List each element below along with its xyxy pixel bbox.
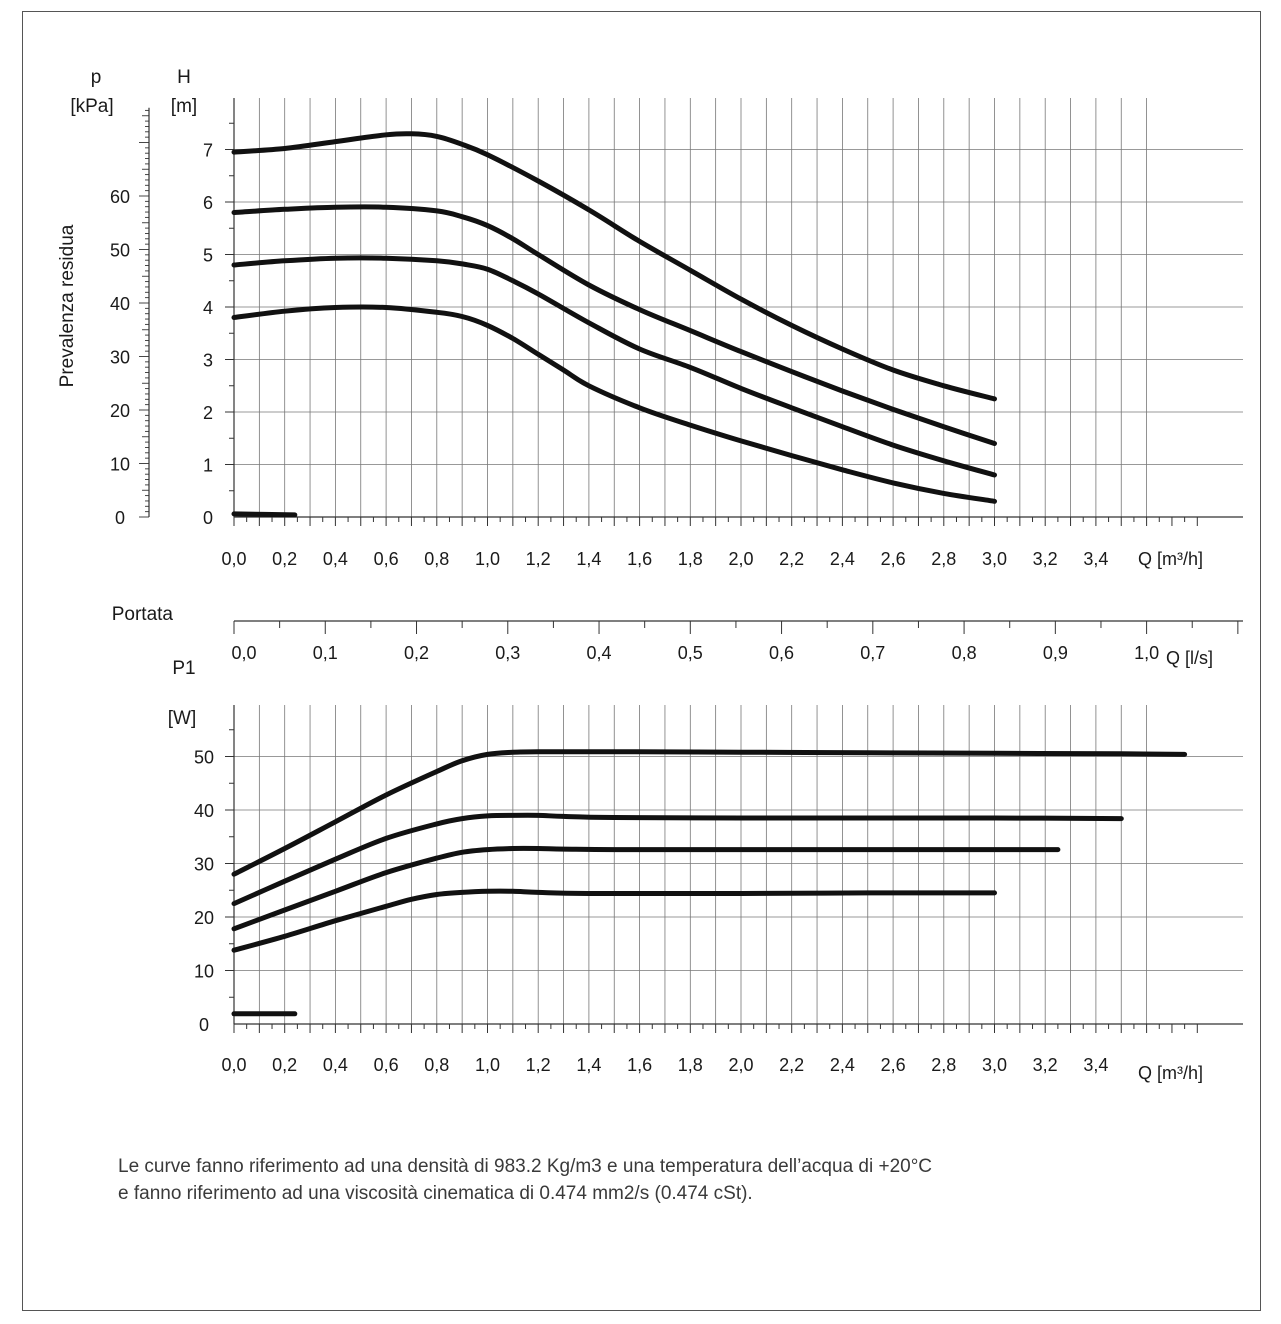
y-tick-label-w: 10	[194, 962, 214, 982]
x-tick-label: 2,4	[830, 1055, 855, 1075]
y-tick-label-kpa: 10	[110, 455, 130, 475]
flow-ls-axis: 0,0 0,1 0,2 0,3 0,4 0,5 0,6 0,7 0,8 0,9 1,0 Portata…	[112, 604, 1243, 668]
y-tick-label-m: 2	[203, 403, 213, 423]
flow-ls-tick-label: 0,2	[404, 643, 429, 663]
x-tick-label: 1,0	[475, 549, 500, 569]
y-tick-label-kpa: 40	[110, 294, 130, 314]
flow-ls-tick-label: 0,5	[678, 643, 703, 663]
x-axis-label: Q [m³/h]	[1138, 1063, 1203, 1083]
y-tick-label-m: 1	[203, 456, 213, 476]
x-tick-label: 2,0	[728, 1055, 753, 1075]
head-chart: 0,0 0,2 0,4 0,6 0,8 1,0 1,2 1,4 1,6 1,8 2,0 2,2 2,4 2…	[57, 67, 1243, 569]
y-tick-label-w: 20	[194, 908, 214, 928]
flow-ls-tick-label: 0,4	[587, 643, 612, 663]
x-tick-label: 1,6	[627, 1055, 652, 1075]
x-tick-label: 3,0	[982, 1055, 1007, 1075]
y-tick-label-w: 0	[199, 1015, 209, 1035]
flow-axis-title: Portata	[112, 604, 174, 625]
y-axis-unit-kpa: [kPa]	[70, 96, 113, 117]
x-tick-label: 1,2	[526, 549, 551, 569]
y-tick-label-m: 0	[203, 508, 213, 528]
x-tick-label: 1,6	[627, 549, 652, 569]
x-tick-label: 3,4	[1083, 1055, 1108, 1075]
x-tick-label: 0,4	[323, 1055, 348, 1075]
y-axis-unit-w: [W]	[168, 708, 197, 729]
head-curve-2	[231, 204, 997, 446]
y-tick-label-m: 4	[203, 298, 213, 318]
y-tick-label-kpa: 60	[110, 187, 130, 207]
y-tick-label-m: 3	[203, 351, 213, 371]
x-tick-label: 1,8	[678, 1055, 703, 1075]
head-curve-1	[231, 131, 997, 402]
flow-ls-tick-label: 0,6	[769, 643, 794, 663]
x-tick-label: 2,6	[881, 549, 906, 569]
flow-ls-axis-label: Q [l/s]	[1166, 648, 1213, 668]
x-tick-label: 0,6	[374, 1055, 399, 1075]
head-curve-3	[231, 255, 997, 478]
power-curve-1	[231, 749, 1188, 877]
x-tick-label: 0,8	[424, 549, 449, 569]
x-tick-label: 3,0	[982, 549, 1007, 569]
y-tick-label-w: 40	[194, 801, 214, 821]
x-tick-label: 3,2	[1033, 1055, 1058, 1075]
y-axis-unit-m: [m]	[171, 96, 197, 117]
x-tick-label: 2,8	[931, 549, 956, 569]
x-tick-label: 0,6	[374, 549, 399, 569]
x-tick-label: 1,4	[576, 549, 601, 569]
x-tick-label: 1,4	[576, 1055, 601, 1075]
x-tick-label: 2,0	[728, 549, 753, 569]
x-tick-label: 0,2	[272, 1055, 297, 1075]
y-tick-label-kpa: 20	[110, 401, 130, 421]
power-curve-2	[231, 812, 1124, 907]
y-tick-label-kpa: 30	[110, 348, 130, 368]
x-tick-label: 1,8	[678, 549, 703, 569]
head-curve-4	[231, 304, 997, 504]
x-tick-label: 2,2	[779, 1055, 804, 1075]
power-curve-3	[231, 845, 1061, 932]
y-tick-label-m: 7	[203, 141, 213, 161]
y-axis-title: Prevalenza residua	[57, 224, 78, 387]
x-tick-label: 2,8	[931, 1055, 956, 1075]
flow-ls-tick-label: 0,0	[231, 643, 256, 663]
flow-ls-tick-label: 0,1	[313, 643, 338, 663]
x-tick-label: 2,6	[881, 1055, 906, 1075]
footnote-line-2: e fanno riferimento ad una viscosità cin…	[118, 1183, 753, 1204]
y-tick-label-m: 6	[203, 193, 213, 213]
flow-ls-tick-label: 1,0	[1134, 643, 1159, 663]
power-curve-4	[231, 888, 997, 953]
x-tick-label: 3,2	[1033, 549, 1058, 569]
x-axis-label: Q [m³/h]	[1138, 549, 1203, 569]
power-chart: 0,0 0,2 0,4 0,6 0,8 1,0 1,2 1,4 1,6 1,8 2,0 2,2 2,4 2…	[168, 658, 1243, 1083]
x-tick-label: 0,8	[424, 1055, 449, 1075]
footnote-line-1: Le curve fanno riferimento ad una densit…	[118, 1156, 933, 1177]
flow-ls-tick-label: 0,8	[952, 643, 977, 663]
y-axis-symbol-h: H	[177, 67, 191, 88]
x-tick-label: 3,4	[1083, 549, 1108, 569]
head-curve-5	[231, 511, 298, 518]
x-tick-label: 0,2	[272, 549, 297, 569]
flow-ls-tick-label: 0,3	[495, 643, 520, 663]
y-tick-label-w: 30	[194, 855, 214, 875]
flow-ls-tick-label: 0,7	[860, 643, 885, 663]
y-axis-symbol-p: p	[91, 67, 102, 88]
y-tick-label-kpa: 50	[110, 241, 130, 261]
x-tick-label: 1,2	[526, 1055, 551, 1075]
flow-ls-tick-label: 0,9	[1043, 643, 1068, 663]
x-tick-label: 0,0	[221, 549, 246, 569]
x-tick-label: 2,4	[830, 549, 855, 569]
x-tick-label: 0,0	[221, 1055, 246, 1075]
x-tick-label: 2,2	[779, 549, 804, 569]
page-frame	[22, 11, 1261, 1311]
x-tick-label: 1,0	[475, 1055, 500, 1075]
x-tick-label: 0,4	[323, 549, 348, 569]
footnote: Le curve fanno riferimento ad una densit…	[118, 1153, 1218, 1207]
y-tick-label-w: 50	[194, 748, 214, 768]
y-tick-label-m: 5	[203, 246, 213, 266]
y-axis-symbol-p1: P1	[172, 658, 195, 679]
y-tick-label-kpa: 0	[115, 508, 125, 528]
